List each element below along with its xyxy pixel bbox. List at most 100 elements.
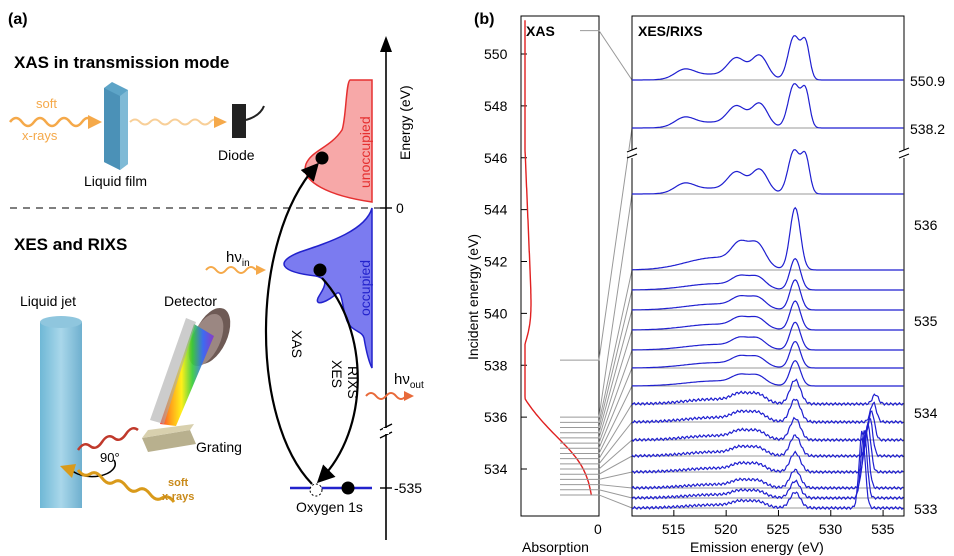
connector-line	[560, 403, 904, 460]
y-axis-label: Incident energy (eV)	[465, 234, 481, 360]
hv-out-wave	[365, 392, 407, 400]
x-ticks: 515 520 525 530 535	[662, 510, 895, 537]
y-tick-label: 540	[484, 305, 508, 321]
x-tick-label: 530	[819, 521, 843, 537]
xrays-label: x-rays	[22, 128, 58, 143]
diffracted-beam	[160, 324, 214, 426]
incoming-xray-wave-bottom	[76, 469, 176, 503]
xes-header: XES/RIXS	[638, 23, 703, 39]
unoccupied-dos	[304, 79, 373, 203]
rixs-spectrum-534.2	[631, 398, 904, 425]
right-label-550-9: 550.9	[910, 73, 945, 89]
liquid-film-label: Liquid film	[84, 173, 147, 189]
connector-line	[560, 385, 904, 454]
occupied-dos	[283, 207, 373, 369]
panel-b-label: (b)	[474, 11, 494, 28]
liquid-jet-label: Liquid jet	[20, 293, 76, 309]
liquid-film	[104, 82, 128, 170]
diode-label: Diode	[218, 147, 255, 163]
connector-line	[560, 269, 904, 423]
connector-line	[560, 127, 904, 361]
connector-lines	[560, 30, 904, 509]
rixs-spectrum-533	[631, 430, 904, 511]
xes-rixs-title: XES and RIXS	[14, 235, 127, 254]
xray-arrowhead	[88, 115, 102, 129]
y-tick-label: 536	[484, 409, 508, 425]
y-tick-label: 538	[484, 357, 508, 373]
incoming-xray-wave	[9, 116, 94, 128]
x-tick-label: 520	[714, 521, 738, 537]
soft-label: soft	[36, 96, 57, 111]
xas-curve	[524, 20, 592, 496]
diode-icon	[232, 104, 246, 138]
connector-line	[560, 349, 904, 444]
x-tick-label: 515	[662, 521, 686, 537]
connector-line	[560, 439, 904, 470]
hv-in-label: hνin	[226, 249, 250, 269]
energy-axis-arrowhead	[380, 36, 392, 52]
core-electron	[341, 481, 355, 495]
right-label-538-2: 538.2	[910, 121, 945, 137]
transmitted-arrowhead	[214, 116, 227, 128]
rixs-spectrum-538.2	[632, 83, 904, 129]
connector-line	[560, 309, 904, 434]
angle-label: 90°	[100, 450, 120, 465]
rixs-spectrum-535.2	[632, 300, 904, 331]
xes-arrow-label: XES	[329, 360, 345, 388]
connector-line	[560, 455, 904, 475]
axis-break-gap	[383, 428, 389, 434]
x-axis-label-left: Absorption	[522, 539, 589, 555]
rixs-break-gap-left	[628, 150, 636, 158]
y-ticks: 550 548 546 544 542 540 538 536 534	[484, 46, 527, 477]
rixs-spectrum-536	[632, 149, 904, 195]
soft-label-bottom: soft	[168, 477, 189, 489]
rixs-spectrum-534.8	[632, 340, 904, 369]
hv-in-arrowhead	[256, 265, 266, 275]
hv-out-label: hνout	[394, 371, 424, 391]
rixs-spectrum-534	[631, 410, 904, 443]
x-tick-label: 525	[766, 521, 790, 537]
transmitted-wave	[129, 118, 221, 126]
occupied-label: occupied	[357, 260, 373, 316]
oxygen-1s-label: Oxygen 1s	[296, 499, 363, 515]
y-tick-label: 544	[484, 202, 508, 218]
x-axis-label-right: Emission energy (eV)	[690, 539, 824, 555]
rixs-plot-frame	[631, 15, 905, 517]
rixs-spectra	[631, 35, 904, 511]
xas-title: XAS in transmission mode	[14, 53, 229, 72]
diode-wire	[245, 105, 265, 121]
x-tick-label: 535	[871, 521, 895, 537]
xas-arrow-label: XAS	[289, 330, 305, 358]
y-tick-label: 546	[484, 150, 508, 166]
excited-electron	[315, 151, 329, 165]
rixs-spectrum-535	[632, 321, 904, 351]
rixs-spectrum-533.6	[631, 422, 904, 475]
grating-top	[142, 424, 194, 438]
emitted-wave	[76, 426, 139, 451]
y-tick-label: 550	[484, 46, 508, 62]
rixs-break-right	[898, 147, 910, 159]
grating-icon	[142, 430, 196, 452]
unoccupied-label: unoccupied	[357, 116, 373, 188]
rixs-spectrum-534.6	[632, 360, 904, 387]
rixs-spectrum-535.6	[632, 257, 904, 291]
connector-line	[560, 471, 904, 480]
connector-line	[580, 30, 904, 81]
connector-line	[560, 193, 904, 418]
y-tick-label: 548	[484, 98, 508, 114]
right-label-536: 536	[914, 217, 938, 233]
incoming-beam-gray	[150, 318, 196, 424]
connector-line	[560, 421, 904, 465]
detector-label: Detector	[164, 293, 217, 309]
y-tick-label: 542	[484, 254, 508, 270]
axis-break	[379, 423, 393, 439]
connector-line	[560, 494, 904, 509]
hv-out-arrowhead	[404, 391, 414, 401]
y-tick-label: 534	[484, 461, 508, 477]
connector-line	[560, 289, 904, 428]
panel-a-label: (a)	[8, 11, 28, 28]
right-label-533: 533	[914, 501, 938, 517]
connector-line	[560, 484, 904, 489]
core-hole	[309, 483, 323, 497]
